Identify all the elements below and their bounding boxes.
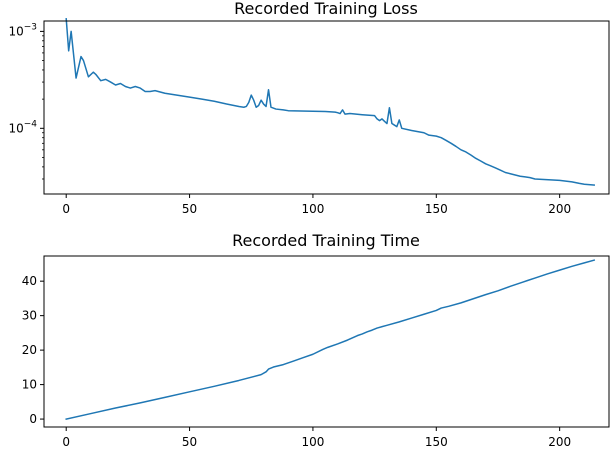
time-x-tick-label: 200 — [548, 435, 571, 449]
loss-plot-title: Recorded Training Loss — [234, 0, 418, 18]
loss-x-tick-label: 0 — [62, 202, 70, 216]
time-y-tick-label: 10 — [22, 378, 37, 392]
time-x-tick-label: 150 — [425, 435, 448, 449]
loss-x-tick-label: 100 — [301, 202, 324, 216]
time-x-tick-label: 50 — [182, 435, 197, 449]
loss-plot-frame — [43, 20, 610, 195]
loss-x-tick-label: 50 — [182, 202, 197, 216]
loss-plot-ticks: 0 50 100 150 200 10−3 10−4 — [8, 22, 571, 216]
time-y-tick-label: 20 — [22, 343, 37, 357]
time-y-tick-label: 30 — [22, 309, 37, 323]
time-y-tick-label: 0 — [29, 412, 37, 426]
time-plot-title: Recorded Training Time — [232, 231, 420, 250]
time-x-tick-label: 100 — [301, 435, 324, 449]
loss-x-tick-label: 150 — [425, 202, 448, 216]
loss-plot: Recorded Training Loss 0 50 100 150 200 10−3 1… — [8, 0, 610, 216]
time-plot: Recorded Training Time 0 50 100 150 200 0 10 20… — [22, 231, 610, 449]
time-y-tick-label: 40 — [22, 274, 37, 288]
loss-y-tick-label: 10−4 — [8, 119, 37, 135]
loss-y-tick-label: 10−3 — [8, 22, 37, 38]
time-x-tick-label: 0 — [62, 435, 70, 449]
loss-series-line — [65, 17, 596, 186]
loss-x-tick-label: 200 — [548, 202, 571, 216]
time-series-line — [65, 259, 596, 420]
time-plot-frame — [43, 255, 610, 428]
time-plot-ticks: 0 50 100 150 200 0 10 20 30 40 — [22, 274, 571, 449]
